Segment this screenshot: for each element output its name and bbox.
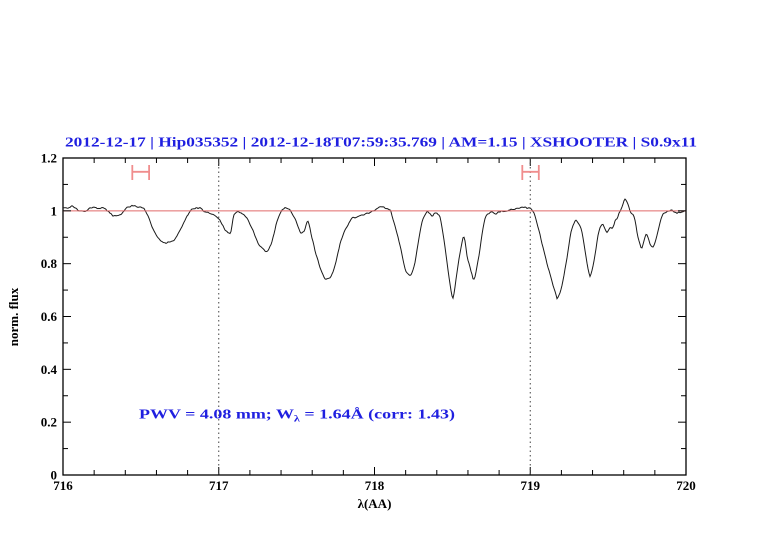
svg-text:0.4: 0.4 [41, 362, 58, 377]
svg-text:0.8: 0.8 [41, 256, 58, 271]
svg-text:0.6: 0.6 [41, 309, 58, 324]
svg-text:717: 717 [209, 478, 229, 493]
svg-text:2012-12-17 | Hip035352 | 2012-: 2012-12-17 | Hip035352 | 2012-12-18T07:5… [65, 135, 697, 150]
svg-text:PWV = 4.08 mm; Wλ = 1.64Å (cor: PWV = 4.08 mm; Wλ = 1.64Å (corr: 1.43) [139, 407, 455, 424]
svg-text:720: 720 [676, 478, 696, 493]
svg-text:1.2: 1.2 [41, 151, 57, 166]
svg-text:1: 1 [51, 203, 58, 218]
svg-text:719: 719 [521, 478, 541, 493]
svg-text:718: 718 [365, 478, 385, 493]
svg-text:716: 716 [53, 478, 73, 493]
svg-text:0.2: 0.2 [41, 415, 57, 430]
svg-text:λ(AA): λ(AA) [358, 496, 392, 511]
svg-text:norm. flux: norm. flux [6, 287, 21, 346]
